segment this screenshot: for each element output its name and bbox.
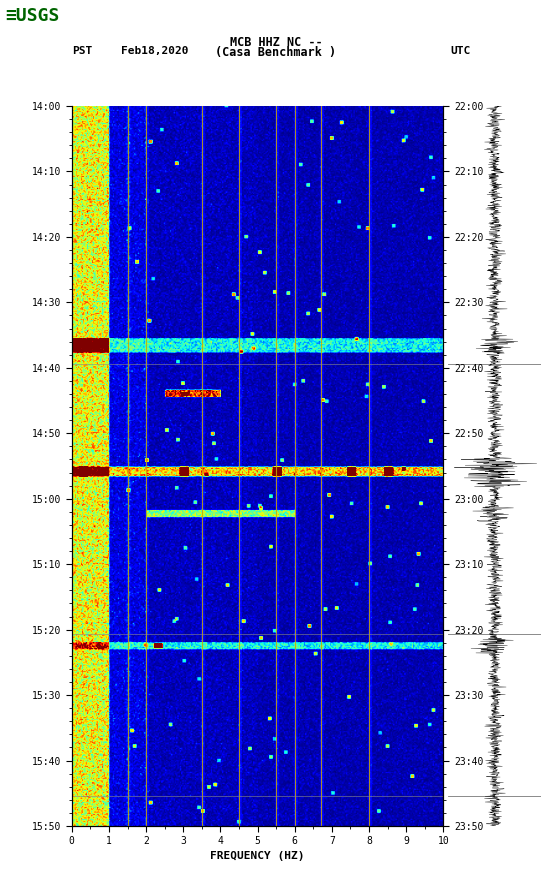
Text: UTC: UTC: [450, 46, 470, 56]
Text: (Casa Benchmark ): (Casa Benchmark ): [215, 46, 337, 60]
X-axis label: FREQUENCY (HZ): FREQUENCY (HZ): [210, 851, 305, 861]
Text: Feb18,2020: Feb18,2020: [121, 46, 189, 56]
Text: ≡USGS: ≡USGS: [6, 7, 60, 25]
Text: PST: PST: [72, 46, 92, 56]
Text: MCB HHZ NC --: MCB HHZ NC --: [230, 36, 322, 49]
